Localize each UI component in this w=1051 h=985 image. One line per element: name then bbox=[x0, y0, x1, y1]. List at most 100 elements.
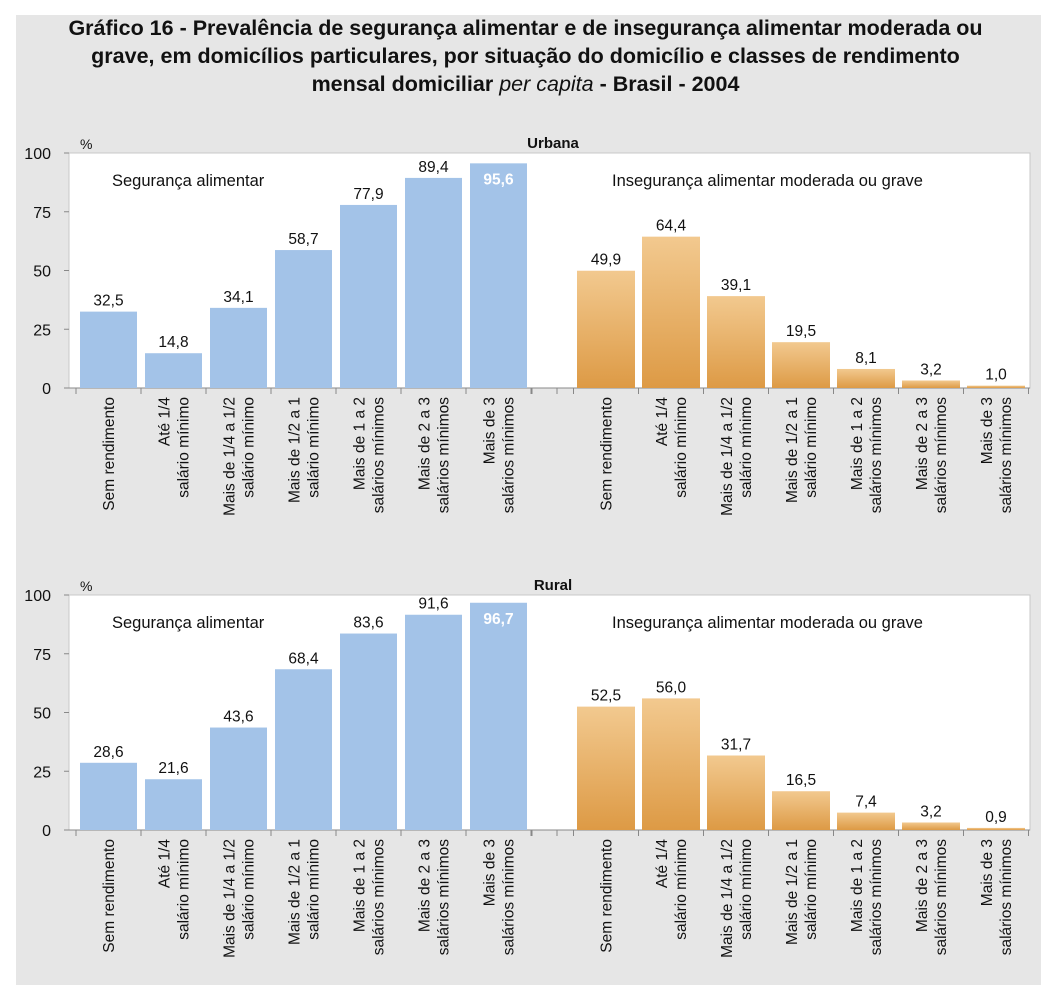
bar-value-label: 77,9 bbox=[353, 186, 383, 203]
x-category-label: Sem rendimento bbox=[598, 839, 615, 953]
x-category-label: Mais de 1/4 a 1/2 bbox=[719, 839, 736, 958]
bar bbox=[837, 368, 895, 388]
x-category-label: Mais de 3 bbox=[979, 839, 996, 906]
y-tick-label: 0 bbox=[42, 823, 51, 840]
bar-value-label: 49,9 bbox=[591, 252, 621, 269]
x-category-label: Mais de 3 bbox=[481, 839, 498, 906]
bar bbox=[577, 706, 635, 830]
bar bbox=[967, 827, 1025, 830]
y-tick-label: 0 bbox=[42, 381, 51, 398]
x-category-label: Mais de 1 a 2 bbox=[351, 839, 368, 932]
bar bbox=[837, 812, 895, 830]
title-line-3-end: - Brasil - 2004 bbox=[599, 72, 740, 96]
bar-value-label: 0,9 bbox=[985, 809, 1007, 826]
x-category-label: Sem rendimento bbox=[101, 839, 118, 953]
x-category-label: Mais de 2 a 3 bbox=[416, 839, 433, 932]
group-label: Insegurança alimentar moderada ou grave bbox=[612, 614, 923, 632]
x-category-label: Mais de 1/2 a 1 bbox=[784, 839, 801, 945]
x-category-label: salário mínimo bbox=[673, 397, 690, 498]
bar bbox=[967, 385, 1025, 388]
x-category-label: salário mínimo bbox=[305, 397, 322, 498]
x-category-label: Sem rendimento bbox=[598, 397, 615, 511]
y-axis-unit: % bbox=[80, 578, 92, 594]
bar bbox=[470, 602, 527, 830]
bar-value-label: 1,0 bbox=[985, 367, 1007, 384]
x-category-label: salários mínimos bbox=[370, 397, 387, 514]
chart-panel-rural: 0 25 50 75 100% Rural Segurança alimentar 28,6 S… bbox=[24, 577, 1031, 958]
group-label: Segurança alimentar bbox=[112, 614, 265, 632]
bar bbox=[707, 755, 765, 830]
bar bbox=[145, 779, 202, 830]
bar bbox=[275, 669, 332, 830]
x-category-label: Mais de 3 bbox=[481, 397, 498, 464]
bar-value-label: 8,1 bbox=[855, 350, 877, 367]
bar-value-label: 83,6 bbox=[353, 615, 383, 632]
x-category-label: salários mínimos bbox=[435, 397, 452, 514]
bar-value-label: 31,7 bbox=[721, 737, 751, 754]
bar-value-label: 68,4 bbox=[288, 650, 319, 667]
bar bbox=[80, 311, 137, 388]
x-category-label: salários mínimos bbox=[435, 839, 452, 956]
bar-value-label: 89,4 bbox=[418, 159, 449, 176]
bar bbox=[707, 296, 765, 388]
chart-title: Gráfico 16 - Prevalência de segurança al… bbox=[0, 14, 1051, 98]
bar bbox=[80, 762, 137, 830]
bar bbox=[470, 163, 527, 388]
bar bbox=[210, 307, 267, 388]
x-category-label: Até 1/4 bbox=[156, 839, 173, 888]
y-tick-label: 25 bbox=[33, 764, 51, 781]
x-category-label: salários mínimos bbox=[370, 839, 387, 956]
y-tick-label: 100 bbox=[24, 588, 51, 605]
bar bbox=[577, 270, 635, 388]
x-category-label: Mais de 1/4 a 1/2 bbox=[221, 839, 238, 958]
bar-value-label: 28,6 bbox=[93, 744, 123, 761]
bar bbox=[642, 236, 700, 388]
x-category-label: Até 1/4 bbox=[654, 397, 671, 446]
title-line-2: grave, em domicílios particulares, por s… bbox=[91, 44, 960, 68]
x-category-label: salário mínimo bbox=[803, 397, 820, 498]
bar-value-label: 32,5 bbox=[93, 293, 123, 310]
x-category-label: salário mínimo bbox=[175, 839, 192, 940]
bar bbox=[642, 698, 700, 830]
x-category-label: salário mínimo bbox=[175, 397, 192, 498]
y-tick-label: 75 bbox=[33, 647, 51, 664]
bar bbox=[340, 204, 397, 388]
x-category-label: Sem rendimento bbox=[101, 397, 118, 511]
x-category-label: Mais de 1/2 a 1 bbox=[286, 839, 303, 945]
bar-value-label: 43,6 bbox=[223, 709, 253, 726]
x-category-label: salário mínimo bbox=[240, 839, 257, 940]
x-category-label: salário mínimo bbox=[673, 839, 690, 940]
bar bbox=[405, 177, 462, 388]
x-category-label: salários mínimos bbox=[933, 397, 950, 514]
bar bbox=[405, 614, 462, 830]
bar-value-label: 64,4 bbox=[656, 218, 687, 235]
title-line-3-italic: per capita bbox=[499, 72, 594, 96]
x-category-label: salário mínimo bbox=[240, 397, 257, 498]
bar bbox=[772, 342, 830, 388]
x-category-label: salário mínimo bbox=[803, 839, 820, 940]
bar bbox=[902, 380, 960, 388]
bar-value-label: 52,5 bbox=[591, 688, 621, 705]
y-axis-unit: % bbox=[80, 136, 92, 152]
bar bbox=[210, 727, 267, 830]
x-category-label: salários mínimos bbox=[933, 839, 950, 956]
bar-value-label: 14,8 bbox=[158, 334, 188, 351]
x-category-label: salários mínimos bbox=[500, 839, 517, 956]
bar-value-label: 58,7 bbox=[288, 231, 318, 248]
bar bbox=[275, 250, 332, 388]
bar bbox=[145, 353, 202, 388]
panel-title: Rural bbox=[534, 577, 572, 594]
bar bbox=[902, 822, 960, 830]
x-category-label: salários mínimos bbox=[868, 839, 885, 956]
bar bbox=[772, 791, 830, 830]
x-category-label: Mais de 1/2 a 1 bbox=[286, 397, 303, 503]
bar-value-label: 95,6 bbox=[483, 171, 514, 188]
group-label: Segurança alimentar bbox=[112, 172, 265, 190]
bar-value-label: 3,2 bbox=[920, 361, 942, 378]
x-category-label: salários mínimos bbox=[500, 397, 517, 514]
bar-value-label: 7,4 bbox=[855, 794, 877, 811]
panel-title: Urbana bbox=[527, 135, 579, 152]
group-label: Insegurança alimentar moderada ou grave bbox=[612, 172, 923, 190]
x-category-label: Mais de 2 a 3 bbox=[914, 397, 931, 490]
